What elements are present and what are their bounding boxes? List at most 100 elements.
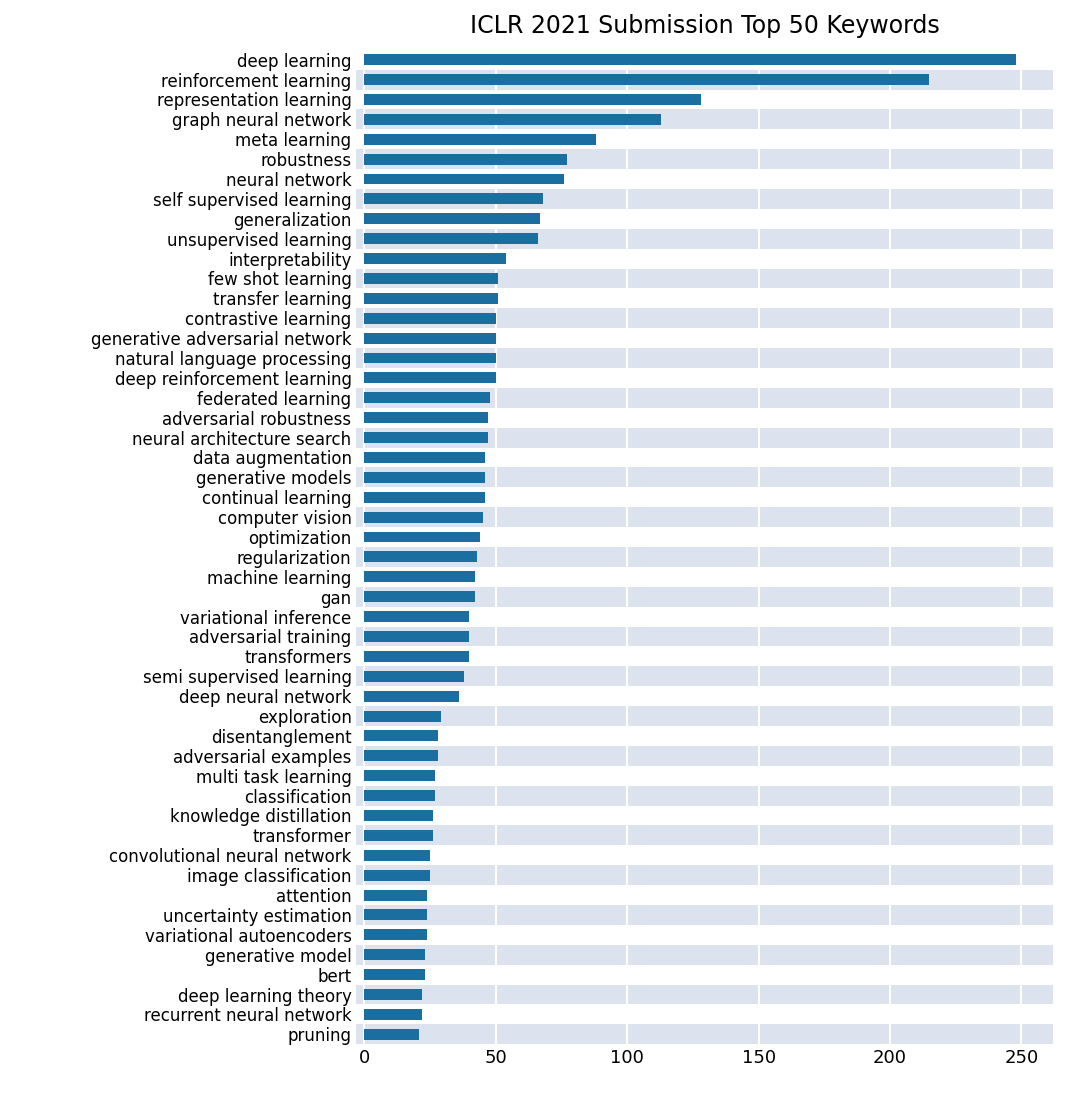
Bar (356, 786, 1053, 806)
Bar (364, 532, 480, 543)
Bar (364, 711, 441, 722)
Bar (364, 293, 498, 304)
Bar (364, 730, 437, 741)
Bar (364, 333, 496, 344)
Bar (356, 865, 1053, 885)
Bar (356, 627, 1053, 646)
Title: ICLR 2021 Submission Top 50 Keywords: ICLR 2021 Submission Top 50 Keywords (470, 14, 940, 38)
Bar (356, 1004, 1053, 1024)
Bar (356, 189, 1053, 209)
Bar (364, 352, 496, 364)
Bar (364, 273, 498, 284)
Bar (356, 249, 1053, 269)
Bar (364, 213, 540, 224)
Bar (356, 905, 1053, 925)
Bar (356, 607, 1053, 627)
Bar (356, 50, 1053, 70)
Bar (364, 850, 430, 861)
Bar (364, 372, 496, 383)
Bar (364, 492, 485, 503)
Bar (356, 1024, 1053, 1044)
Bar (356, 328, 1053, 348)
Bar (356, 885, 1053, 905)
Bar (364, 114, 661, 125)
Bar (364, 432, 488, 443)
Bar (356, 308, 1053, 328)
Bar (356, 806, 1053, 825)
Bar (356, 448, 1053, 467)
Bar (364, 472, 485, 483)
Bar (364, 770, 435, 781)
Bar (364, 392, 490, 403)
Bar (364, 671, 464, 682)
Bar (364, 571, 475, 582)
Bar (356, 845, 1053, 865)
Bar (356, 686, 1053, 706)
Bar (356, 766, 1053, 786)
Bar (364, 74, 930, 85)
Bar (364, 631, 470, 642)
Bar (364, 1009, 422, 1020)
Bar (356, 527, 1053, 547)
Bar (356, 706, 1053, 726)
Bar (364, 989, 422, 1000)
Bar (356, 388, 1053, 408)
Bar (364, 929, 428, 940)
Bar (356, 109, 1053, 129)
Bar (356, 149, 1053, 169)
Bar (364, 750, 437, 761)
Bar (356, 965, 1053, 985)
Bar (356, 129, 1053, 149)
Bar (356, 169, 1053, 189)
Bar (356, 70, 1053, 90)
Bar (356, 348, 1053, 368)
Bar (364, 54, 1016, 65)
Bar (364, 691, 459, 702)
Bar (356, 229, 1053, 249)
Bar (356, 825, 1053, 845)
Bar (356, 428, 1053, 448)
Bar (364, 949, 424, 960)
Bar (364, 870, 430, 881)
Bar (364, 591, 475, 602)
Bar (356, 547, 1053, 567)
Bar (364, 890, 428, 901)
Bar (364, 810, 433, 821)
Bar (356, 985, 1053, 1004)
Bar (356, 269, 1053, 288)
Bar (356, 507, 1053, 527)
Bar (364, 173, 564, 185)
Bar (356, 288, 1053, 308)
Bar (364, 233, 538, 244)
Bar (356, 945, 1053, 965)
Bar (364, 651, 470, 662)
Bar (356, 90, 1053, 109)
Bar (364, 412, 488, 423)
Bar (364, 193, 543, 204)
Bar (356, 925, 1053, 945)
Bar (356, 567, 1053, 587)
Bar (356, 587, 1053, 607)
Bar (356, 726, 1053, 746)
Bar (364, 253, 507, 264)
Bar (364, 830, 433, 841)
Bar (356, 646, 1053, 666)
Bar (356, 666, 1053, 686)
Bar (364, 790, 435, 801)
Bar (356, 368, 1053, 388)
Bar (364, 94, 701, 105)
Bar (356, 467, 1053, 487)
Bar (364, 452, 485, 463)
Bar (356, 487, 1053, 507)
Bar (364, 134, 595, 145)
Bar (356, 746, 1053, 766)
Bar (364, 1029, 419, 1040)
Bar (364, 909, 428, 920)
Bar (356, 209, 1053, 229)
Bar (364, 969, 424, 980)
Bar (356, 408, 1053, 428)
Bar (364, 512, 483, 523)
Bar (364, 313, 496, 324)
Bar (364, 551, 477, 562)
Bar (364, 154, 567, 165)
